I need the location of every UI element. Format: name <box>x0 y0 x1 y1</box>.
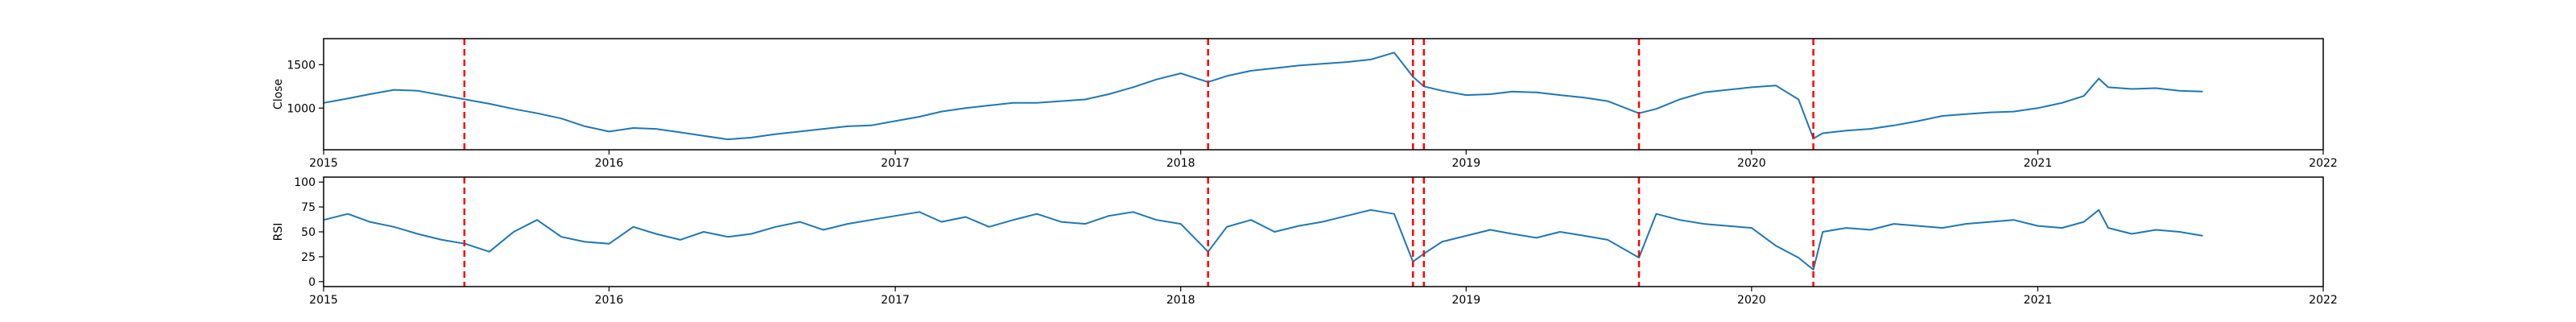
rsi-ytick-label-75: 75 <box>301 201 316 214</box>
rsi-ytick-label-0: 0 <box>308 276 316 289</box>
rsi-ytick-label-50: 50 <box>301 226 316 239</box>
close-price-panel: 2015 2016 2017 2018 2019 2020 2021 2022 1000 1500… <box>272 38 2338 170</box>
rsi-xtick-label-2015: 2015 <box>309 294 338 307</box>
rsi-series-line <box>323 208 2203 270</box>
close-xtick-label-2020: 2020 <box>1737 157 1766 170</box>
close-series-line <box>323 52 2203 141</box>
rsi-ytick-label-100: 100 <box>294 176 316 189</box>
rsi-xtick-label-2018: 2018 <box>1166 294 1195 307</box>
rsi-xtick-label-2019: 2019 <box>1451 294 1480 307</box>
rsi-xtick-label-2021: 2021 <box>2024 294 2053 307</box>
rsi-ylabel: RSI <box>272 223 285 242</box>
close-xtick-label-2017: 2017 <box>881 157 910 170</box>
rsi-xtick-label-2016: 2016 <box>595 294 624 307</box>
close-xtick-label-2019: 2019 <box>1451 157 1480 170</box>
close-ylabel: Close <box>272 79 285 109</box>
close-xtick-label-2015: 2015 <box>309 157 338 170</box>
rsi-panel: 2015 2016 2017 2018 2019 2020 2021 2022 0 25 50 75 1… <box>272 176 2338 307</box>
close-xtick-label-2018: 2018 <box>1166 157 1195 170</box>
close-xtick-label-2022: 2022 <box>2309 157 2338 170</box>
rsi-xtick-label-2020: 2020 <box>1737 294 1766 307</box>
close-axes-frame <box>323 38 2324 151</box>
close-xtick-label-2016: 2016 <box>595 157 624 170</box>
rsi-xtick-label-2017: 2017 <box>881 294 910 307</box>
rsi-ytick-label-25: 25 <box>301 251 316 264</box>
rsi-xtick-label-2022: 2022 <box>2309 294 2338 307</box>
close-ytick-label-1000: 1000 <box>287 102 316 115</box>
close-ytick-label-1500: 1500 <box>287 59 316 72</box>
close-xtick-label-2021: 2021 <box>2024 157 2053 170</box>
